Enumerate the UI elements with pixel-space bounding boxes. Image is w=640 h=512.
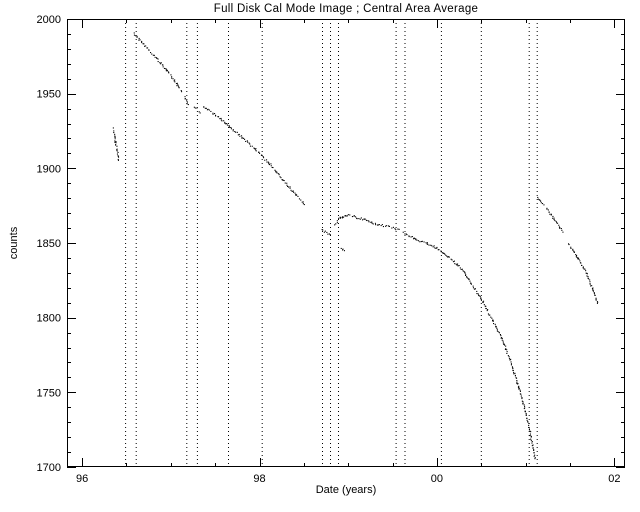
y-tick-label: 1850 [37, 238, 61, 250]
series-seg-k [568, 243, 599, 304]
series-seg-e [203, 106, 305, 206]
y-tick-label: 1700 [37, 462, 61, 474]
x-tick-label: 98 [253, 473, 265, 485]
chart-title: Full Disk Cal Mode Image ; Central Area … [213, 3, 479, 15]
y-tick-label: 1800 [37, 313, 61, 325]
event-vlines [125, 19, 538, 467]
series-seg-j [537, 196, 564, 233]
y-tick-label: 1750 [37, 387, 61, 399]
axes-frame-group [67, 19, 625, 468]
y-tick-label: 1900 [37, 163, 61, 175]
series-seg-g [334, 214, 400, 231]
x-tick-label: 02 [608, 473, 620, 485]
x-tick-label: 96 [76, 473, 88, 485]
series-seg-c [184, 96, 189, 106]
x-tick-label: 00 [431, 473, 443, 485]
series-seg-i [402, 231, 536, 460]
series-seg-a [112, 127, 120, 161]
y-axis-label: counts [8, 226, 20, 260]
plot-frame [67, 19, 625, 467]
series-seg-f [321, 229, 331, 236]
series-seg-b [133, 32, 183, 93]
series-seg-h [340, 247, 345, 252]
y-tick-label: 1950 [37, 89, 61, 101]
tick-labels: 96 98 00 02 1700 1750 1800 1850 1900 1950 2000 [37, 14, 621, 485]
series-seg-d [193, 106, 201, 114]
y-tick-label: 2000 [37, 14, 61, 26]
x-axis-label: Date (years) [315, 484, 377, 496]
